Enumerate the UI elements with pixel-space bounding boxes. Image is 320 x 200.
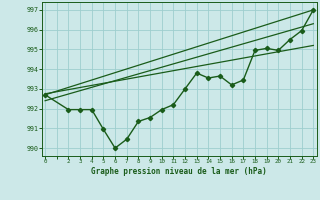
X-axis label: Graphe pression niveau de la mer (hPa): Graphe pression niveau de la mer (hPa)	[91, 167, 267, 176]
